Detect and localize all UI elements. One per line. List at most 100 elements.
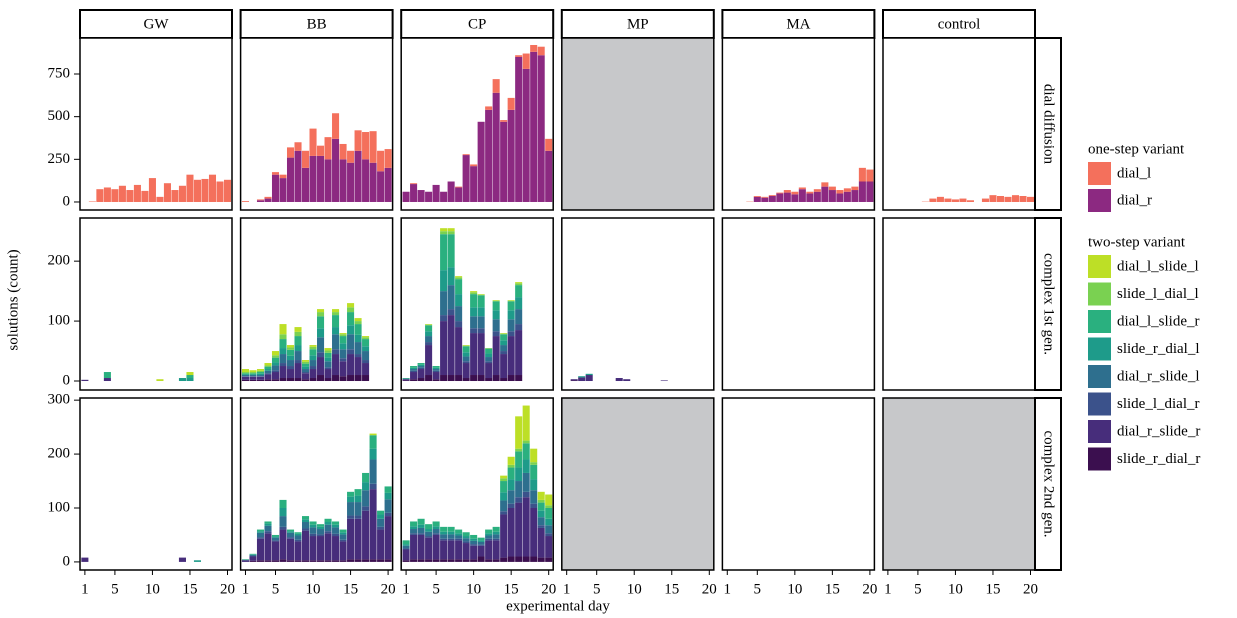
bar-segment [354,354,362,358]
bar-segment [309,366,317,370]
bar-segment [515,481,523,498]
bar-segment [515,467,523,482]
bar-segment [302,167,310,202]
panel-background [80,398,232,570]
x-tick-label: 5 [914,581,922,597]
y-axis-label: solutions (count) [5,249,21,350]
bar-segment [470,545,478,560]
bar-segment [302,530,310,561]
bar-segment [1004,196,1012,202]
panel-border [79,397,233,571]
bar-segment [279,348,287,355]
bar-segment [410,372,418,380]
bar-segment [492,526,500,532]
bar-segment [402,380,410,382]
bar-segment [271,541,280,561]
x-tick-label: 15 [504,581,519,597]
bar-segment [317,352,325,358]
bar-segment [402,379,410,381]
bar-segment [515,283,523,286]
bar-segment [432,367,440,370]
bar-segment [339,532,347,535]
bar-segment [271,355,280,358]
bar-segment [302,522,310,529]
bar-segment [477,556,485,562]
bar-segment [966,200,974,202]
bar-segment [440,321,448,376]
bar-segment [485,357,493,362]
bar-segment [186,378,194,382]
bar-segment [447,375,455,382]
bar-segment [369,162,377,202]
bar-segment [455,279,463,295]
bar-segment [347,375,355,382]
bar-segment [432,533,440,535]
bar-segment [485,109,493,202]
bar-segment [470,375,478,382]
bar-segment [347,502,355,516]
bar-segment [286,529,295,532]
bar-segment [470,540,478,545]
bar-segment [485,348,493,354]
bar-segment [455,559,463,562]
bar-segment [256,538,265,561]
bar-segment [447,267,455,286]
bar-segment [462,346,470,353]
bar-segment [362,506,370,511]
bar-segment [462,352,470,357]
bar-segment [477,375,485,382]
bar-segment [286,157,295,202]
column-strip [882,9,1036,39]
bar-segment [432,559,440,562]
bar-segment [354,357,362,376]
bar-segment [417,533,425,535]
bar-segment [294,378,302,382]
bar-segment [339,361,347,377]
bar-segment [477,121,485,202]
bar-segment [156,379,164,382]
bar-segment [332,309,340,313]
panel-background [883,38,1035,210]
bar-segment [477,540,485,542]
bar-segment [462,538,470,542]
bar-segment [324,524,332,532]
x-tick-label: 15 [343,581,358,597]
bar-segment [440,315,448,322]
bar-segment [515,282,523,284]
bar-segment [377,529,385,560]
bar-segment [279,526,287,530]
bar-segment [317,155,325,202]
bar-segment [402,378,410,380]
bar-segment [362,360,370,364]
bar-segment [332,375,340,382]
bar-segment [492,531,500,535]
bar-segment [470,294,478,308]
bar-segment [256,370,265,373]
bar-segment [545,507,553,519]
bar-segment [447,526,455,532]
bar-segment [286,349,295,356]
bar-segment [81,557,89,562]
bar-segment [324,361,332,368]
bar-segment [354,150,362,202]
bar-segment [447,309,455,316]
bar-segment [470,166,478,202]
bar-segment [362,346,370,352]
bar-segment [347,162,355,202]
bar-segment [271,379,280,382]
bar-segment [256,537,265,539]
bar-segment [410,184,418,202]
bar-segment [362,559,370,562]
bar-segment [417,559,425,562]
bar-segment [425,336,433,343]
bar-segment [264,366,272,370]
bar-segment [440,270,448,292]
bar-segment [264,531,272,534]
x-tick-label: 20 [220,581,235,597]
bar-segment [515,55,523,57]
bar-segment [241,374,250,376]
bar-segment [286,538,295,561]
bar-segment [332,312,340,316]
bar-segment [515,297,523,310]
x-tick-label: 10 [627,581,642,597]
